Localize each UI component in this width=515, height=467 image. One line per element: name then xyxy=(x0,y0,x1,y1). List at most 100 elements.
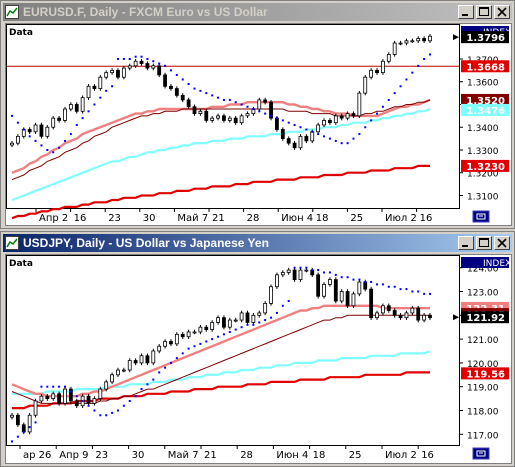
candle-body xyxy=(180,94,185,101)
minimize-button[interactable] xyxy=(458,236,474,250)
candle-body xyxy=(304,135,309,142)
y-tick-label: 119.00 xyxy=(467,384,499,394)
chart-area[interactable]: 1.37001.36001.35001.34001.33001.32001.31… xyxy=(5,23,512,226)
candle-body xyxy=(15,135,20,144)
x-tick-label: Июл 2 xyxy=(385,450,417,461)
plot-frame xyxy=(6,255,460,446)
sar-dot xyxy=(93,103,96,106)
sar-dot xyxy=(81,117,84,120)
candle-body xyxy=(227,319,232,328)
y-tick-label: 1.3400 xyxy=(467,124,499,134)
minimize-button[interactable] xyxy=(458,5,474,19)
price-label-bg xyxy=(461,311,509,324)
sar-dot xyxy=(146,57,149,60)
candle-body xyxy=(257,99,262,110)
sar-dot xyxy=(217,96,220,99)
sar-dot xyxy=(69,133,72,136)
sar-dot xyxy=(211,94,214,97)
x-tick-label: Май 7 xyxy=(168,450,199,461)
candle-body xyxy=(133,360,138,364)
close-button[interactable] xyxy=(494,5,510,19)
candle-body xyxy=(416,307,421,321)
candle-body xyxy=(386,305,391,311)
candle-body xyxy=(163,341,167,347)
close-button[interactable] xyxy=(494,236,510,250)
candle-body xyxy=(39,395,44,402)
candle-body xyxy=(27,414,32,433)
sar-dot xyxy=(411,71,414,74)
price-label-bg xyxy=(461,60,509,73)
sar-dot xyxy=(211,338,214,341)
candle-body xyxy=(110,69,114,74)
sar-dot xyxy=(40,385,43,388)
sar-dot xyxy=(158,62,161,65)
candle-body xyxy=(392,310,397,316)
candle-body xyxy=(98,76,103,89)
sar-dot xyxy=(305,128,308,131)
candle-body xyxy=(127,65,132,69)
candle-body xyxy=(92,85,97,89)
x-tick-label: 16 xyxy=(74,213,87,224)
sar-dot xyxy=(199,89,202,92)
sar-dot xyxy=(264,319,267,322)
sar-dot xyxy=(399,85,402,88)
sar-dot xyxy=(328,137,331,140)
candle-body xyxy=(316,124,321,133)
sar-dot xyxy=(205,340,208,343)
sar-dot xyxy=(181,352,184,355)
sar-dot xyxy=(128,399,131,402)
window-titlebar[interactable]: USDJPY, Daily - US Dollar vs Japanese Ye… xyxy=(3,234,512,252)
sar-dot xyxy=(122,57,125,60)
chart-window-usdjpy[interactable]: USDJPY, Daily - US Dollar vs Japanese Ye… xyxy=(0,231,515,467)
x-tick-label: 23 xyxy=(108,213,121,224)
sar-dot xyxy=(22,128,25,131)
candle-body xyxy=(263,303,268,314)
sar-dot xyxy=(187,83,190,86)
candle-body xyxy=(386,54,391,62)
candle-body xyxy=(21,424,26,433)
chart-window-eurusd[interactable]: EURUSD.F, Daily - FXCM Euro vs US Dollar… xyxy=(0,0,515,229)
sar-dot xyxy=(164,64,167,67)
candle-body xyxy=(57,393,61,404)
candle-body xyxy=(398,314,403,319)
window-titlebar[interactable]: EURUSD.F, Daily - FXCM Euro vs US Dollar xyxy=(3,3,512,21)
candle-body xyxy=(157,345,162,352)
candle-body xyxy=(186,99,191,108)
chart-area[interactable]: 124.00123.00122.00121.00120.00119.00118.… xyxy=(5,254,512,464)
candle-body xyxy=(269,286,273,304)
window-title: USDJPY, Daily - US Dollar vs Japanese Ye… xyxy=(23,236,269,250)
price-chart[interactable]: 124.00123.00122.00121.00120.00119.00118.… xyxy=(6,255,511,463)
candle-body xyxy=(216,115,220,119)
maximize-button[interactable] xyxy=(476,5,492,19)
candle-body xyxy=(239,115,244,124)
price-chart[interactable]: 1.37001.36001.35001.34001.33001.32001.31… xyxy=(6,24,511,225)
sar-dot xyxy=(99,414,102,417)
sar-dot xyxy=(63,385,66,388)
candle-body xyxy=(275,117,279,130)
index-label-bg xyxy=(461,257,509,268)
maximize-button[interactable] xyxy=(476,236,492,250)
sar-dot xyxy=(58,146,61,149)
sar-dot xyxy=(287,300,290,303)
sar-dot xyxy=(323,135,326,138)
candle-body xyxy=(363,281,368,290)
candle-body xyxy=(222,317,226,328)
sar-dot xyxy=(387,285,390,288)
x-tick-label: ар 26 xyxy=(23,450,51,461)
sar-dot xyxy=(258,321,261,324)
candle-body xyxy=(74,400,79,407)
candle-body xyxy=(345,291,350,307)
price-label-bg xyxy=(461,93,509,106)
candle-body xyxy=(145,355,150,364)
sar-dot xyxy=(164,366,167,369)
sar-dot xyxy=(358,133,361,136)
y-tick-label: 1.3300 xyxy=(467,147,499,157)
candle-body xyxy=(339,291,344,302)
sar-dot xyxy=(405,288,408,291)
candle-body xyxy=(174,88,179,96)
sar-dot xyxy=(281,304,284,307)
candle-body xyxy=(33,400,38,416)
sar-dot xyxy=(246,105,249,108)
candle-body xyxy=(245,312,250,323)
candle-body xyxy=(280,272,285,276)
